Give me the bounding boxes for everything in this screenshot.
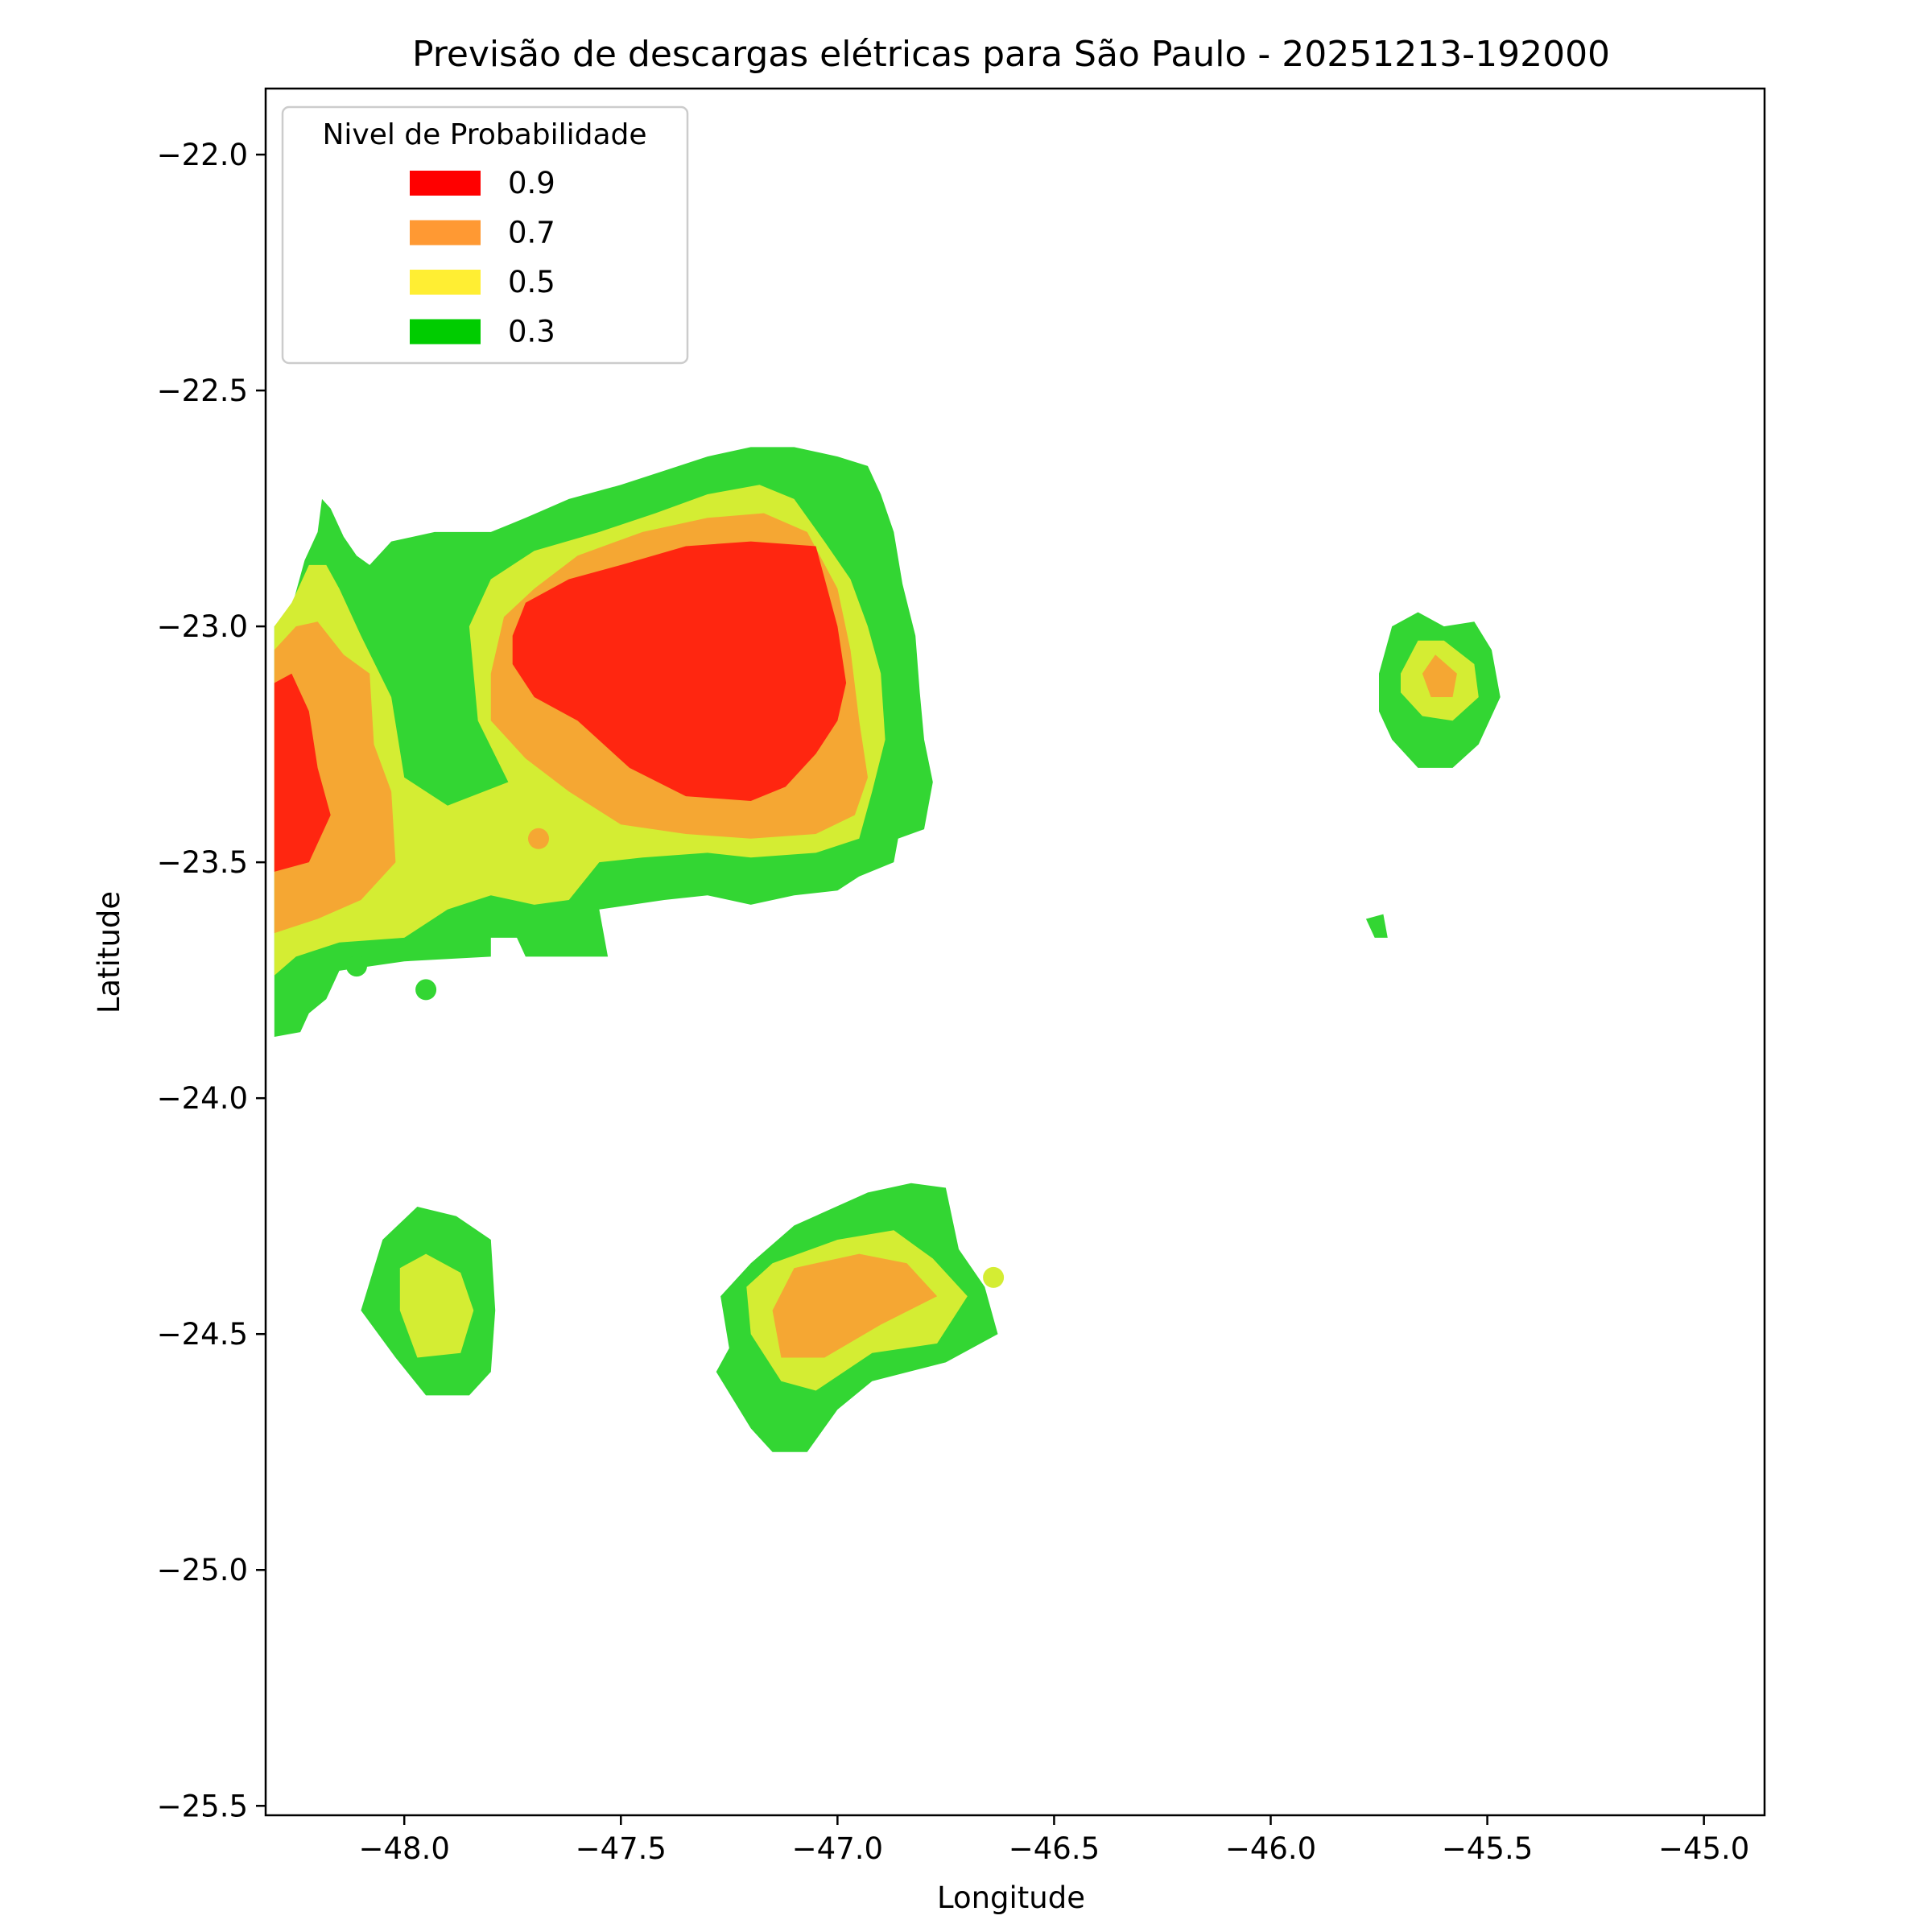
- y-tick-label: −25.0: [157, 1553, 248, 1587]
- x-tick-label: −45.5: [1442, 1831, 1533, 1866]
- legend-label-05: 0.5: [508, 265, 555, 299]
- y-tick-label: −23.5: [157, 845, 248, 880]
- legend-title: Nivel de Probabilidade: [322, 118, 646, 151]
- contour-region-south-west-cell: [361, 1207, 496, 1396]
- x-axis: −48.0 −47.5 −47.0 −46.5 −46.0 −45.5 −45.0: [359, 1815, 1749, 1866]
- y-axis: −22.0 −22.5 −23.0 −23.5 −24.0 −24.5 −25.0 −25.5: [157, 138, 266, 1823]
- plot-area: [274, 447, 1501, 1452]
- y-tick-label: −22.5: [157, 374, 248, 408]
- contour-fill-east-cell-level-07-2: [1422, 654, 1457, 697]
- x-tick-label: −47.5: [576, 1831, 667, 1866]
- legend-swatch-07: [410, 220, 481, 246]
- legend: Nivel de Probabilidade 0.9 0.7 0.5 0.3: [281, 105, 689, 365]
- contour-fill-west-cell-level-09-5: [274, 673, 331, 872]
- y-tick-label: −22.0: [157, 138, 248, 172]
- legend-box: [281, 105, 689, 365]
- legend-label-03: 0.3: [508, 315, 555, 349]
- x-tick-label: −46.0: [1225, 1831, 1316, 1866]
- legend-label-07: 0.7: [508, 216, 555, 250]
- y-tick-label: −23.0: [157, 609, 248, 644]
- contour-fill-east-fragment-level-03-0: [1365, 914, 1388, 938]
- contour-dot-3: [983, 1266, 1005, 1288]
- legend-swatch-03: [410, 319, 481, 345]
- y-tick-label: −24.0: [157, 1081, 248, 1116]
- legend-swatch-05: [410, 270, 481, 295]
- contour-region-east-fragment: [1365, 914, 1388, 938]
- x-axis-label: Longitude: [937, 1880, 1085, 1915]
- legend-entries: 0.9 0.7 0.5 0.3: [410, 166, 555, 349]
- y-tick-label: −24.5: [157, 1317, 248, 1352]
- contour-fill-south-center-cell-level-07-2: [772, 1253, 938, 1358]
- plot-frame: [264, 87, 1766, 1817]
- chart-title: Previsão de descargas elétricas para São…: [412, 34, 1610, 75]
- legend-swatch-09: [410, 171, 481, 196]
- x-tick-label: −45.0: [1658, 1831, 1749, 1866]
- x-tick-label: −46.5: [1009, 1831, 1100, 1866]
- contour-dot-1: [415, 979, 437, 1001]
- contour-dot-0: [346, 956, 367, 977]
- contour-dot-2: [528, 828, 549, 849]
- contour-region-south-center-cell: [716, 1183, 998, 1452]
- contour-fill-west-cell-level-09-4: [512, 541, 847, 801]
- x-tick-label: −47.0: [792, 1831, 883, 1866]
- x-tick-label: −48.0: [359, 1831, 450, 1866]
- contour-region-east-cell: [1379, 612, 1501, 768]
- y-tick-label: −25.5: [157, 1789, 248, 1823]
- contour-region-west-cell: [274, 447, 933, 1037]
- contour-fill-south-west-cell-level-05-1: [399, 1253, 474, 1358]
- y-axis-label: Latitude: [92, 891, 126, 1013]
- legend-label-09: 0.9: [508, 166, 555, 200]
